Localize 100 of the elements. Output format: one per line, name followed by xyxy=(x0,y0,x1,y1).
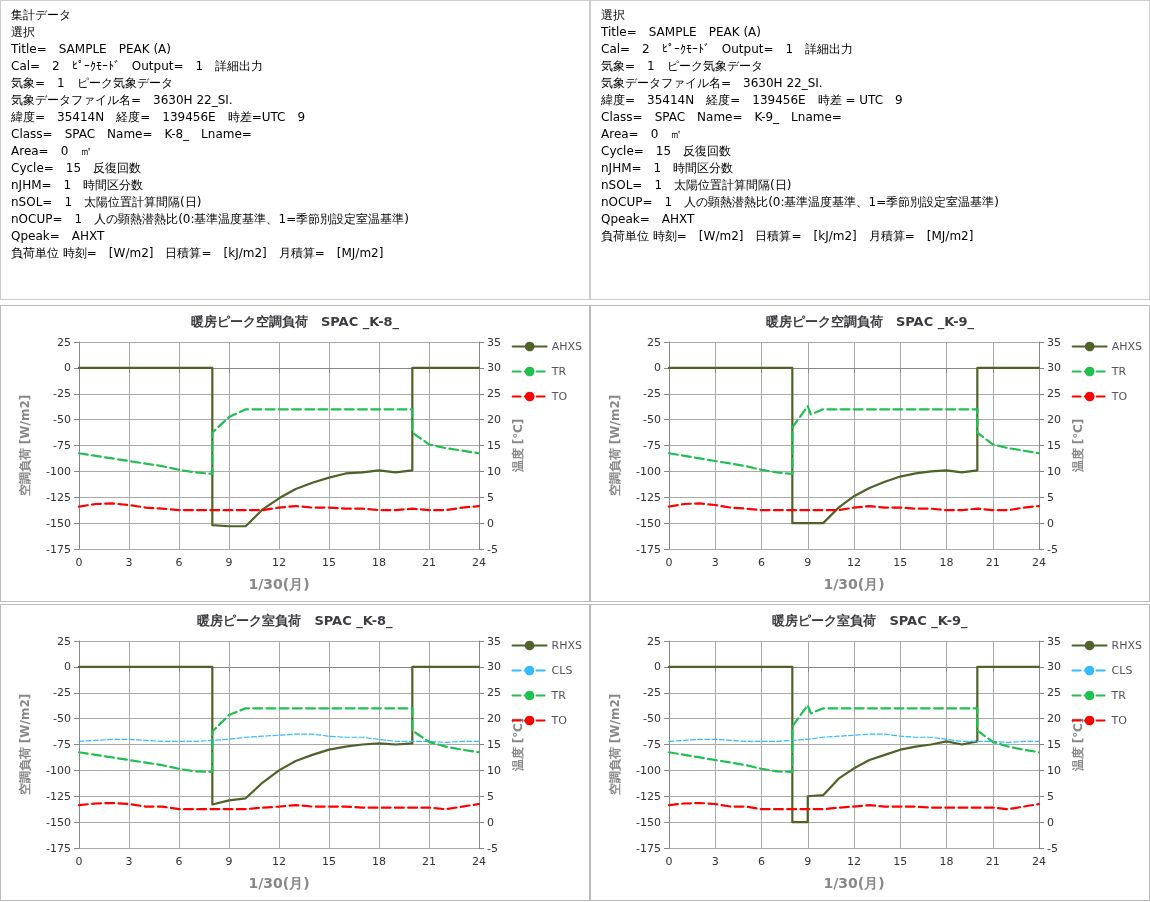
text: 気象データファイル名= 3630H 22_SI. xyxy=(11,92,234,109)
y2-tick-label: 10 xyxy=(1047,464,1061,478)
text: Cal= 2 ﾋﾟｰｸﾓｰﾄﾞ Output= 1 詳細出力 xyxy=(601,41,855,58)
y2-tick-label: 5 xyxy=(487,789,494,803)
y2-axis-title: 温度 [℃] xyxy=(510,418,525,474)
y2-tick-label: -5 xyxy=(1047,841,1058,855)
y-tick-label: -150 xyxy=(46,815,71,829)
y2-tick-label: 0 xyxy=(487,815,494,829)
text: 選択 xyxy=(11,24,36,41)
line-series xyxy=(667,704,1041,774)
y-axis-title: 空調負荷 [W/m2] xyxy=(608,693,622,796)
y-tick-label: -100 xyxy=(46,763,71,777)
x-tick-label: 18 xyxy=(372,855,386,868)
x-axis-title: 1/30(月) xyxy=(823,875,885,891)
y2-tick-label: 5 xyxy=(1047,490,1054,504)
x-tick-label: 18 xyxy=(372,556,386,569)
legend-label: TO xyxy=(550,390,568,403)
line-series xyxy=(667,665,1041,824)
y-tick-label: -75 xyxy=(643,439,661,452)
text: Class= SPAC Name= K-8_ Lname= xyxy=(11,126,253,143)
y2-tick-label: 30 xyxy=(1047,361,1061,375)
y2-tick-label: 20 xyxy=(1047,712,1061,726)
chart-title: 暖房ピーク室負荷 SPAC _K-9_ xyxy=(772,613,969,629)
y-tick-label: -25 xyxy=(53,387,71,401)
text: nSOL= 1 太陽位置計算間隔(日) xyxy=(11,194,203,211)
y-tick-label: -50 xyxy=(53,413,71,427)
text: Cal= 2 ﾋﾟｰｸﾓｰﾄﾞ Output= 1 詳細出力 xyxy=(11,58,265,75)
y-tick-label: -25 xyxy=(53,686,71,700)
text: Cycle= 15 反復回数 xyxy=(601,143,733,160)
text: Cycle= 15 反復回数 xyxy=(11,160,143,177)
x-tick-label: 15 xyxy=(893,556,908,569)
y2-tick-label: 35 xyxy=(487,335,501,349)
y-tick-label: 25 xyxy=(647,335,661,349)
y2-tick-label: 35 xyxy=(1047,335,1061,349)
line-series xyxy=(667,502,1041,512)
x-tick-label: 6 xyxy=(175,556,183,569)
legend-label: TR xyxy=(550,365,567,378)
text: 気象= 1 ピーク気象データ xyxy=(11,75,174,92)
y2-tick-label: 30 xyxy=(487,361,501,375)
y-axis-title: 空調負荷 [W/m2] xyxy=(18,693,32,796)
text: 負荷単位 時刻= [W/m2] 日積算= [kJ/m2] 月積算= [MJ/m2] xyxy=(11,245,385,262)
y2-tick-label: 10 xyxy=(487,763,501,777)
text: 緯度= 35414N 経度= 139456E 時差=UTC 9 xyxy=(11,109,307,126)
y2-tick-label: 5 xyxy=(487,490,494,504)
legend-label: RHXS xyxy=(1111,639,1143,652)
y-tick-label: -150 xyxy=(636,516,661,530)
y2-tick-label: 20 xyxy=(487,712,501,726)
legend-label: AHXS xyxy=(1111,340,1143,353)
x-tick-label: 12 xyxy=(272,855,286,868)
text: Area= 0 ㎡ xyxy=(601,126,684,143)
x-tick-label: 3 xyxy=(711,855,719,868)
line-series xyxy=(77,408,481,476)
y-tick-label: -25 xyxy=(643,686,661,700)
y-axis-title: 空調負荷 [W/m2] xyxy=(18,394,32,497)
x-tick-label: 24 xyxy=(1032,556,1046,569)
text: Title= SAMPLE PEAK (A) xyxy=(601,24,762,41)
x-tick-label: 21 xyxy=(985,556,1000,569)
legend-label: CLS xyxy=(1111,664,1133,677)
x-tick-label: 6 xyxy=(758,855,765,868)
y-tick-label: -150 xyxy=(636,815,661,829)
line-series xyxy=(77,801,481,811)
text: Title= SAMPLE PEAK (A) xyxy=(11,41,172,58)
chart-title: 暖房ピーク室負荷 SPAC _K-8_ xyxy=(197,613,394,629)
y-tick-label: -75 xyxy=(643,738,661,751)
y-tick-label: -75 xyxy=(53,439,71,452)
text: Class= SPAC Name= K-9_ Lname= xyxy=(601,109,843,126)
y-tick-label: -125 xyxy=(46,789,71,803)
y2-tick-label: 20 xyxy=(1047,413,1061,427)
y-tick-label: -100 xyxy=(636,464,661,478)
x-tick-label: 9 xyxy=(804,556,812,569)
y2-tick-label: 15 xyxy=(1047,439,1061,452)
x-tick-label: 15 xyxy=(893,855,908,868)
text: nOCUP= 1 人の顕熱潜熱比(0:基準温度基準、1=季節別設定室温基準) xyxy=(601,194,1000,211)
text: 緯度= 35414N 経度= 139456E 時差 = UTC 9 xyxy=(601,92,904,109)
text: Qpeak= AHXT xyxy=(601,211,696,228)
y2-tick-label: 0 xyxy=(487,516,494,530)
text: Qpeak= AHXT xyxy=(11,228,106,245)
legend-label: TR xyxy=(1110,365,1127,378)
line-series xyxy=(77,366,481,528)
y-tick-label: -50 xyxy=(53,712,71,726)
x-tick-label: 9 xyxy=(804,855,812,868)
y-tick-label: -50 xyxy=(643,712,661,726)
x-tick-label: 24 xyxy=(1032,855,1046,868)
x-tick-label: 0 xyxy=(665,855,673,868)
y-tick-label: -50 xyxy=(643,413,661,427)
text: nSOL= 1 太陽位置計算間隔(日) xyxy=(601,177,793,194)
line-series xyxy=(77,665,481,806)
text: 選択 xyxy=(601,7,626,24)
x-tick-label: 18 xyxy=(939,855,954,868)
x-tick-label: 24 xyxy=(472,556,486,569)
x-tick-label: 3 xyxy=(125,855,133,868)
x-tick-label: 3 xyxy=(711,556,719,569)
legend-label: RHXS xyxy=(551,639,583,652)
y-tick-label: -25 xyxy=(643,387,661,401)
y-tick-label: -100 xyxy=(46,464,71,478)
y2-tick-label: 25 xyxy=(487,387,501,401)
y-tick-label: 25 xyxy=(647,634,661,648)
x-tick-label: 15 xyxy=(322,556,336,569)
y-tick-label: -175 xyxy=(636,542,661,556)
x-tick-label: 0 xyxy=(75,556,83,569)
